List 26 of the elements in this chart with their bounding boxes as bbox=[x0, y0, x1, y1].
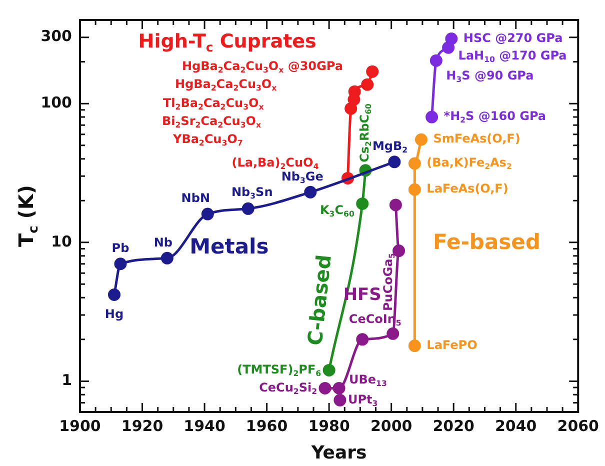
x-tick-label: 1920 bbox=[121, 416, 164, 435]
annotation: HSC @270 GPa bbox=[463, 30, 563, 45]
annotation: LaFePO bbox=[426, 338, 478, 352]
y-tick-label: 1 bbox=[62, 371, 72, 390]
annotation: Nb bbox=[154, 235, 173, 250]
annotation: Pb bbox=[112, 241, 130, 256]
y-axis-title: Tc (K) bbox=[14, 184, 42, 248]
annotation: Hg bbox=[104, 306, 124, 321]
x-axis-title: Years bbox=[310, 442, 367, 464]
annotation: LaFeAs(O,F) bbox=[426, 182, 508, 196]
x-tick-label: 1960 bbox=[246, 416, 288, 435]
x-tick-label: 1980 bbox=[308, 416, 350, 435]
text: C-based bbox=[302, 253, 336, 347]
x-tick-label: 1940 bbox=[184, 416, 226, 435]
series-label: Fe-based bbox=[432, 230, 540, 254]
x-tick-label: 2000 bbox=[370, 416, 412, 435]
series-label: Metals bbox=[190, 234, 269, 259]
x-tick-label: 2040 bbox=[494, 416, 537, 435]
y-tick-label: 100 bbox=[40, 93, 72, 112]
y-tick-label: 300 bbox=[40, 27, 72, 46]
annotation: NbN bbox=[181, 191, 210, 206]
x-tick-label: 2060 bbox=[557, 416, 599, 435]
y-tick-label: 10 bbox=[51, 232, 72, 250]
x-tick-label: 1900 bbox=[59, 416, 101, 435]
x-tick-label: 2020 bbox=[432, 416, 474, 435]
annotation: SmFeAs(O,F) bbox=[433, 132, 520, 146]
